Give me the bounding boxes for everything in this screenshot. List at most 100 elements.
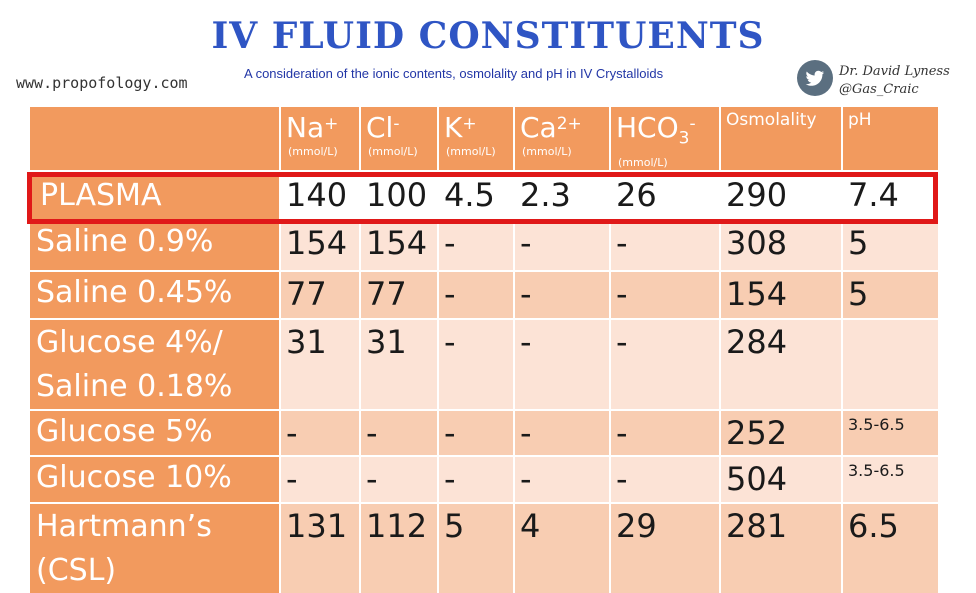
column-unit: (mmol/L) xyxy=(618,155,668,169)
row-label: PLASMA xyxy=(30,171,280,220)
column-header: Na+ (mmol/L) xyxy=(280,107,360,171)
table-cell: 4.5 xyxy=(438,171,514,220)
column-superscript: 2+ xyxy=(556,114,582,134)
row-label-line: (CSL) xyxy=(36,553,117,588)
table-cell xyxy=(842,319,938,410)
column-name-text: K xyxy=(444,111,463,144)
table-cell: 77 xyxy=(360,271,438,319)
row-label: Glucose 10% xyxy=(30,456,280,503)
column-header: Cl- (mmol/L) xyxy=(360,107,438,171)
row-divider xyxy=(30,502,938,504)
row-label-line: Hartmann’s xyxy=(36,509,212,544)
row-label-line: Saline 0.45% xyxy=(36,275,233,310)
table-cell: 154 xyxy=(280,220,360,271)
table-cell: 154 xyxy=(360,220,438,271)
table-cell: 290 xyxy=(720,171,842,220)
table-cell: 131 xyxy=(280,503,360,593)
table-cell: 4 xyxy=(514,503,610,593)
table-cell: - xyxy=(438,410,514,456)
column-header: HCO3- (mmol/L) xyxy=(610,107,720,171)
column-name: Na+ xyxy=(280,107,360,145)
row-label-line: Saline 0.18% xyxy=(36,369,233,404)
column-divider xyxy=(279,107,281,593)
column-header: Osmolality xyxy=(720,107,842,171)
column-name-text: pH xyxy=(848,110,872,130)
column-unit: (mmol/L) xyxy=(368,145,418,158)
table-cell: 3.5-6.5 xyxy=(842,456,938,503)
table-cell: - xyxy=(610,319,720,410)
table-cell: 284 xyxy=(720,319,842,410)
column-name-text: Ca xyxy=(520,111,557,144)
table-cell: 112 xyxy=(360,503,438,593)
row-label: Saline 0.45% xyxy=(30,271,280,319)
table-cell: 31 xyxy=(360,319,438,410)
row-divider xyxy=(30,318,938,320)
row-label-line: Glucose 5% xyxy=(36,414,213,449)
twitter-bird-icon xyxy=(797,60,833,96)
row-label: Hartmann’s (CSL) xyxy=(30,503,280,593)
table-cell: 7.4 xyxy=(842,171,938,220)
page-title: IV FLUID CONSTITUENTS xyxy=(211,15,765,57)
column-superscript: - xyxy=(393,114,400,134)
column-name: HCO3- xyxy=(610,107,720,156)
table-cell: 31 xyxy=(280,319,360,410)
column-superscript: - xyxy=(689,114,696,134)
table-cell: - xyxy=(360,410,438,456)
row-label: Saline 0.9% xyxy=(30,220,280,271)
table-cell: - xyxy=(280,410,360,456)
table-cell: 77 xyxy=(280,271,360,319)
row-label: Glucose 5% xyxy=(30,410,280,456)
table-cell: - xyxy=(514,271,610,319)
row-label-line: Glucose 4%/ xyxy=(36,325,223,360)
row-label-line: PLASMA xyxy=(40,178,162,213)
column-name-text: Osmolality xyxy=(726,110,817,130)
table-cell: - xyxy=(360,456,438,503)
column-name-text: HCO xyxy=(616,111,679,144)
author-block: Dr. David Lyness @Gas_Craic xyxy=(797,60,972,100)
column-subscript: 3 xyxy=(678,128,690,149)
author-name: Dr. David Lyness xyxy=(839,64,950,79)
table-cell: - xyxy=(438,271,514,319)
fluid-table: Na+ (mmol/L) Cl- (mmol/L) K+ (mmol/L) Ca2+ (mmo… xyxy=(30,107,938,593)
table-cell: 252 xyxy=(720,410,842,456)
table-cell: 26 xyxy=(610,171,720,220)
column-divider xyxy=(609,107,611,593)
column-divider xyxy=(359,107,361,593)
column-header: K+ (mmol/L) xyxy=(438,107,514,171)
column-unit: (mmol/L) xyxy=(288,145,338,158)
row-divider xyxy=(30,270,938,272)
column-name-text: Na xyxy=(286,111,325,144)
column-name-text: Cl xyxy=(366,111,394,144)
table-cell: - xyxy=(438,456,514,503)
table-cell: 3.5-6.5 xyxy=(842,410,938,456)
column-name: pH xyxy=(842,107,938,131)
table-cell: - xyxy=(610,456,720,503)
column-header: pH xyxy=(842,107,938,171)
column-name: Ca2+ xyxy=(514,107,610,145)
column-name: Osmolality xyxy=(720,107,842,131)
column-header: Ca2+ (mmol/L) xyxy=(514,107,610,171)
row-divider xyxy=(30,455,938,457)
table-cell: 100 xyxy=(360,171,438,220)
table-cell: - xyxy=(438,220,514,271)
column-superscript: + xyxy=(462,114,477,134)
table-cell: 6.5 xyxy=(842,503,938,593)
table-cell: 2.3 xyxy=(514,171,610,220)
subtitle: A consideration of the ionic contents, o… xyxy=(244,66,664,81)
table-cell: 5 xyxy=(842,220,938,271)
column-divider xyxy=(513,107,515,593)
author-handle: @Gas_Craic xyxy=(839,82,919,97)
website-label: www.propofology.com xyxy=(16,74,188,92)
row-divider xyxy=(30,219,938,221)
table-cell: - xyxy=(610,220,720,271)
column-divider xyxy=(437,107,439,593)
table-cell: - xyxy=(514,319,610,410)
column-superscript: + xyxy=(324,114,339,134)
table-cell: 5 xyxy=(438,503,514,593)
table-cell: - xyxy=(514,220,610,271)
table-cell: 140 xyxy=(280,171,360,220)
table-cell: - xyxy=(610,410,720,456)
row-label-line: Glucose 10% xyxy=(36,460,232,495)
row-label: Glucose 4%/ Saline 0.18% xyxy=(30,319,280,410)
column-name: Cl- xyxy=(360,107,438,145)
